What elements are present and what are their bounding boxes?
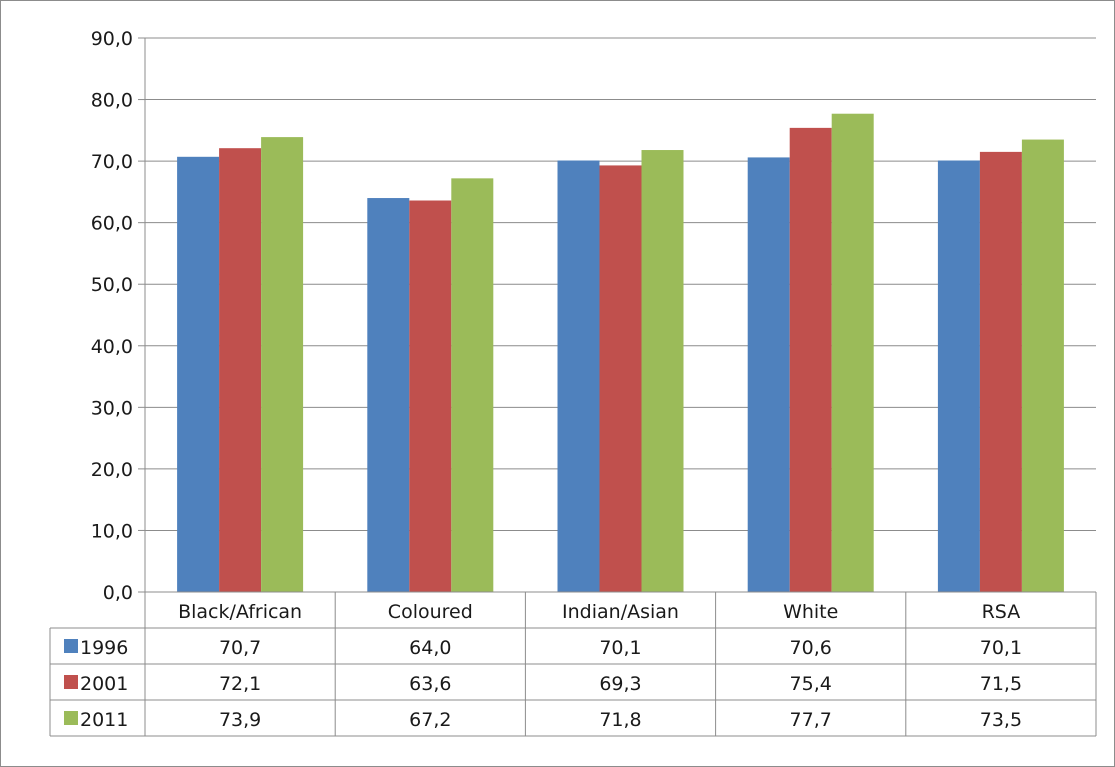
legend-key [64,639,78,653]
x-tick-label: White [783,601,838,623]
y-tick-label: 40,0 [91,336,133,358]
bar [599,165,642,593]
data-label: 70,6 [790,637,832,659]
data-label: 70,1 [980,637,1022,659]
bar [979,151,1022,592]
data-label: 71,8 [599,709,641,731]
bar [937,160,980,593]
bar [641,150,684,592]
bar [219,148,262,592]
x-tick-label: RSA [982,601,1021,623]
bar [1021,139,1064,593]
x-tick-label: Black/African [178,601,302,623]
legend-label: 2011 [80,709,128,731]
data-label: 75,4 [790,673,832,695]
x-tick-label: Coloured [388,601,473,623]
bar [177,156,220,592]
data-label: 73,5 [980,709,1022,731]
legend-label: 1996 [80,637,128,659]
y-tick-label: 10,0 [91,520,133,542]
y-tick-label: 50,0 [91,274,133,296]
y-tick-label: 60,0 [91,213,133,235]
bar [747,157,790,592]
y-tick-label: 80,0 [91,90,133,112]
y-tick-label: 20,0 [91,459,133,481]
x-tick-label: Indian/Asian [562,601,679,623]
bar [557,160,600,593]
legend-label: 2001 [80,673,128,695]
data-label: 72,1 [219,673,261,695]
data-label: 71,5 [980,673,1022,695]
y-tick-label: 90,0 [91,28,133,50]
bar [789,127,832,593]
data-label: 73,9 [219,709,261,731]
data-label: 70,1 [599,637,641,659]
data-label: 70,7 [219,637,261,659]
bar [451,178,494,592]
y-tick-label: 0,0 [103,582,133,604]
legend-key [64,675,78,689]
data-label: 67,2 [409,709,451,731]
bar [409,200,452,593]
y-tick-label: 30,0 [91,397,133,419]
data-label: 69,3 [599,673,641,695]
data-label: 77,7 [790,709,832,731]
data-label: 64,0 [409,637,451,659]
bar [831,113,874,593]
bar [261,137,304,593]
y-tick-label: 70,0 [91,151,133,173]
data-label: 63,6 [409,673,451,695]
bar [367,198,410,593]
legend-key [64,711,78,725]
